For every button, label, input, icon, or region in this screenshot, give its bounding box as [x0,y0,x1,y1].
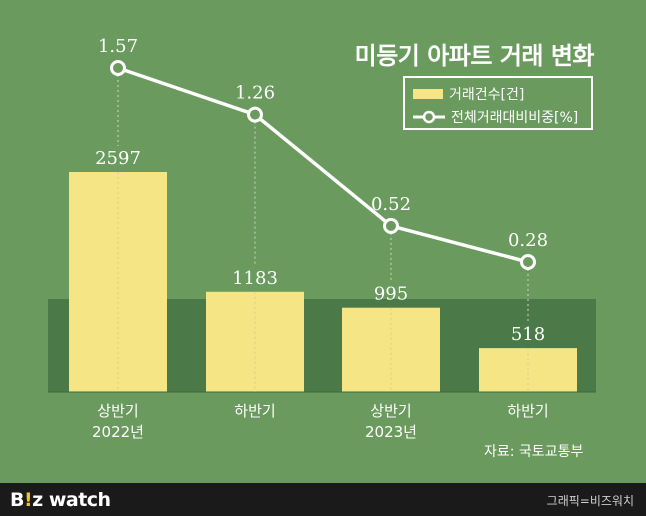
bar-data-label: 1183 [232,268,278,289]
line-data-label: 0.28 [508,230,548,251]
x-tick-year-label: 2023년 [365,423,417,441]
x-tick-label: 하반기 [507,402,548,420]
legend: 거래건수[건] 전체거래대비비중[%] [403,76,593,130]
bar-data-label: 518 [511,324,545,345]
line-data-label: 1.26 [235,83,275,104]
bizwatch-logo: B!z watch [10,489,111,511]
bar-data-label: 2597 [95,148,141,169]
line-data-label: 1.57 [98,36,138,57]
line-point [110,60,126,76]
legend-item-line: 전체거래대비비중[%] [413,107,578,127]
line-data-label: 0.52 [371,194,411,215]
x-tick-year-label: 2022년 [92,423,144,441]
x-tick-label: 하반기 [234,402,275,420]
x-tick-label: 상반기 [97,402,138,420]
legend-item-bar: 거래건수[건] [413,84,524,104]
bar-data-label: 995 [374,284,408,305]
chart-title: 미등기 아파트 거래 변화 [354,42,595,70]
x-tick-label: 상반기 [370,402,411,420]
line-point [247,106,263,123]
source-note: 자료: 국토교통부 [484,444,584,460]
footer: B!z watch 그래픽=비즈워치 [0,483,646,516]
legend-line-swatch [413,110,445,124]
legend-bar-label: 거래건수[건] [449,87,525,103]
legend-bar-swatch [413,89,443,99]
graphic-credit: 그래픽=비즈워치 [546,494,634,508]
line-point [383,217,399,234]
share-line [117,66,529,264]
legend-line-label: 전체거래대비비중[%] [451,110,579,126]
line-point [520,254,536,270]
